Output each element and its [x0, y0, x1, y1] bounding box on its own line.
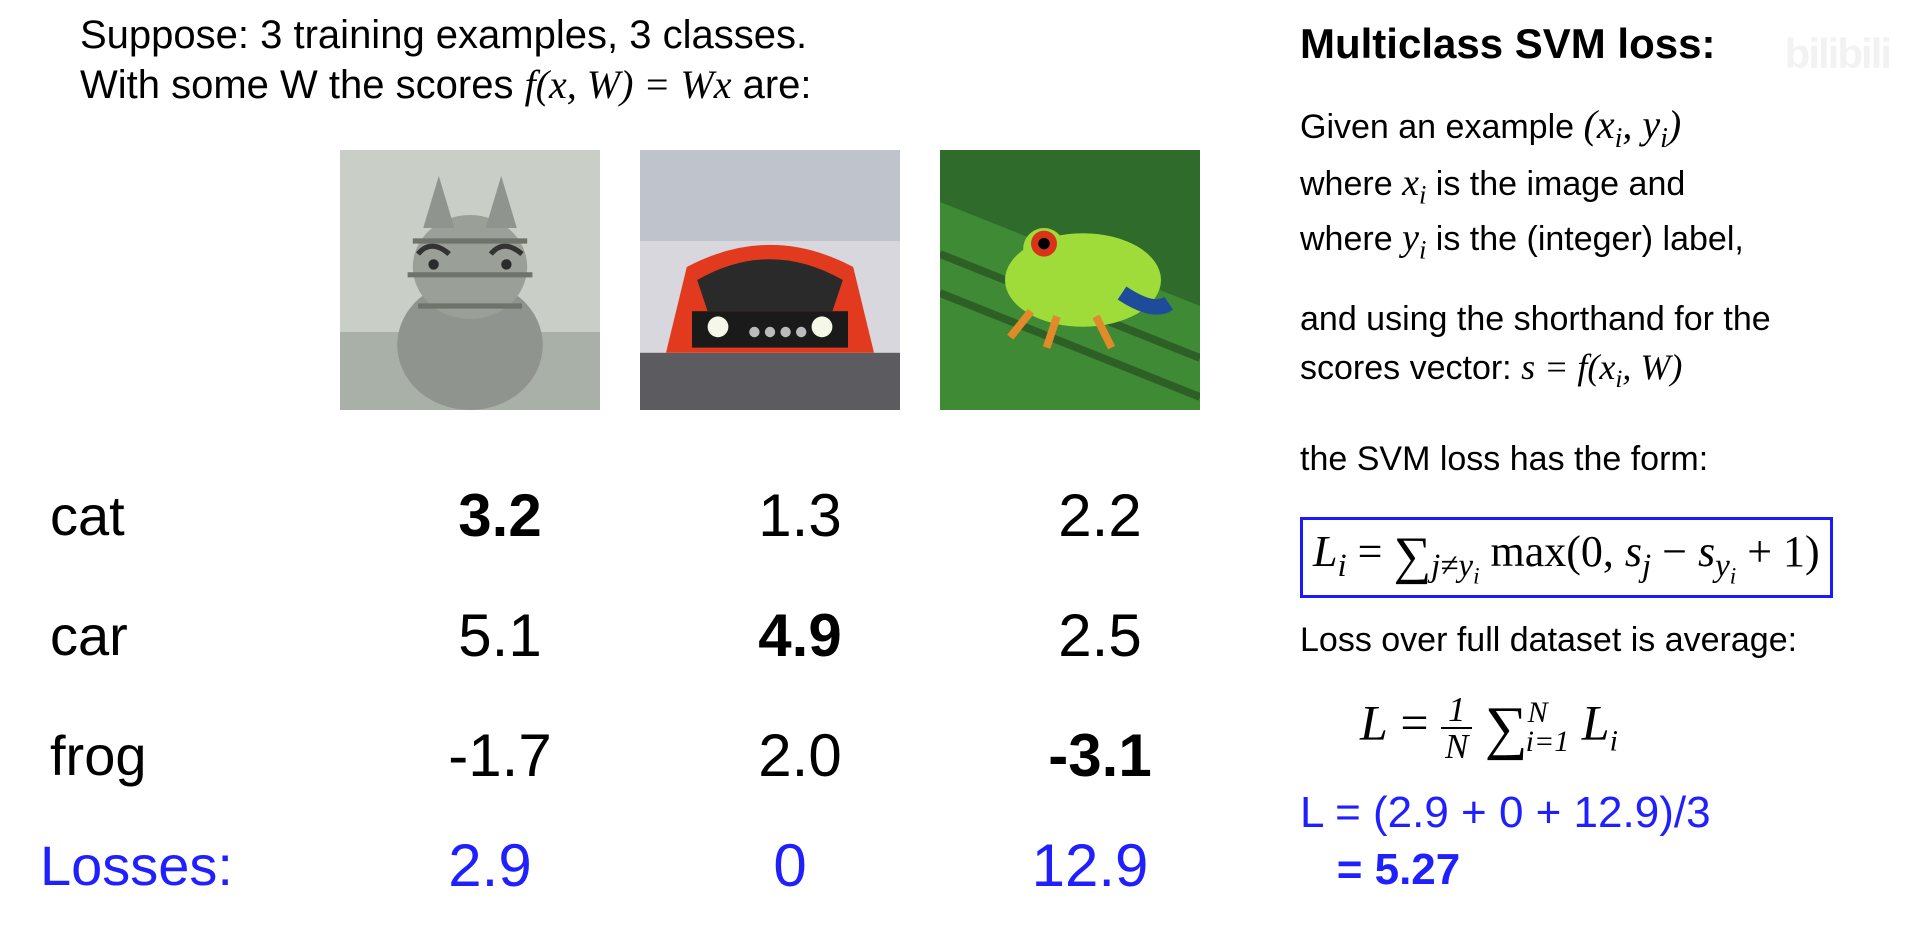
loss-cell: 12.9: [940, 831, 1240, 900]
score-cell: 2.5: [950, 601, 1250, 670]
text: where: [1300, 165, 1402, 203]
calc-line1: L = (2.9 + 0 + 12.9)/3: [1300, 788, 1711, 837]
score-cell: 2.0: [650, 721, 950, 790]
losses-label: Losses:: [40, 833, 340, 898]
text: is the image and: [1436, 165, 1686, 203]
scores-table: cat 3.2 1.3 2.2 car 5.1 4.9 2.5 frog -1.…: [40, 455, 1260, 915]
text: where: [1300, 220, 1402, 258]
text: Given an example: [1300, 108, 1584, 146]
intro-line2-pre: With some W the scores: [80, 63, 525, 107]
left-column: Suppose: 3 training examples, 3 classes.…: [40, 10, 1260, 915]
table-row: cat 3.2 1.3 2.2: [40, 455, 1260, 575]
svm-loss-title: Multiclass SVM loss:: [1300, 20, 1900, 68]
table-row: car 5.1 4.9 2.5: [40, 575, 1260, 695]
score-cell: -1.7: [350, 721, 650, 790]
row-label-cat: cat: [40, 483, 350, 548]
intro-line1: Suppose: 3 training examples, 3 classes.: [80, 13, 807, 57]
svm-calc: L = (2.9 + 0 + 12.9)/3 = 5.27: [1300, 784, 1900, 898]
math-xi: xi: [1402, 162, 1426, 204]
score-cell: 3.2: [350, 481, 650, 550]
calc-line2: = 5.27: [1337, 845, 1461, 894]
svm-form-intro: the SVM loss has the form:: [1300, 437, 1900, 483]
example-image-frog: [940, 150, 1200, 410]
loss-cell: 2.9: [340, 831, 640, 900]
score-cell: 2.2: [950, 481, 1250, 550]
loss-cell: 0: [640, 831, 940, 900]
score-cell: 5.1: [350, 601, 650, 670]
losses-row: Losses: 2.9 0 12.9: [40, 815, 1260, 915]
table-row: frog -1.7 2.0 -3.1: [40, 695, 1260, 815]
intro-math: f(x, W) = Wx: [525, 62, 732, 107]
svm-avg-intro: Loss over full dataset is average:: [1300, 618, 1900, 664]
math-xi-yi: (xi, yi): [1584, 102, 1682, 147]
right-column: Multiclass SVM loss: Given an example (x…: [1300, 20, 1900, 899]
svm-shorthand: and using the shorthand for the scores v…: [1300, 297, 1900, 397]
svm-given-example: Given an example (xi, yi) where xi is th…: [1300, 98, 1900, 269]
example-images-row: [340, 150, 1260, 410]
text: scores vector:: [1300, 349, 1521, 387]
math-yi: yi: [1402, 217, 1426, 259]
example-image-cat: [340, 150, 600, 410]
text: and using the shorthand for the: [1300, 300, 1771, 338]
row-label-car: car: [40, 603, 350, 668]
score-cell: -3.1: [950, 721, 1250, 790]
row-label-frog: frog: [40, 723, 350, 788]
score-cell: 4.9: [650, 601, 950, 670]
score-cell: 1.3: [650, 481, 950, 550]
intro-text: Suppose: 3 training examples, 3 classes.…: [80, 10, 1260, 110]
math-scores: s = f(xi, W): [1521, 347, 1682, 387]
intro-line2-post: are:: [743, 63, 812, 107]
svm-avg-formula: L = 1N ∑Ni=1 Li: [1360, 692, 1900, 764]
text: is the (integer) label,: [1436, 220, 1744, 258]
svm-loss-formula-box: Li = ∑j≠yi max(0, sj − syi + 1): [1300, 517, 1833, 598]
slide-root: bilibili Suppose: 3 training examples, 3…: [0, 0, 1920, 950]
example-image-car: [640, 150, 900, 410]
